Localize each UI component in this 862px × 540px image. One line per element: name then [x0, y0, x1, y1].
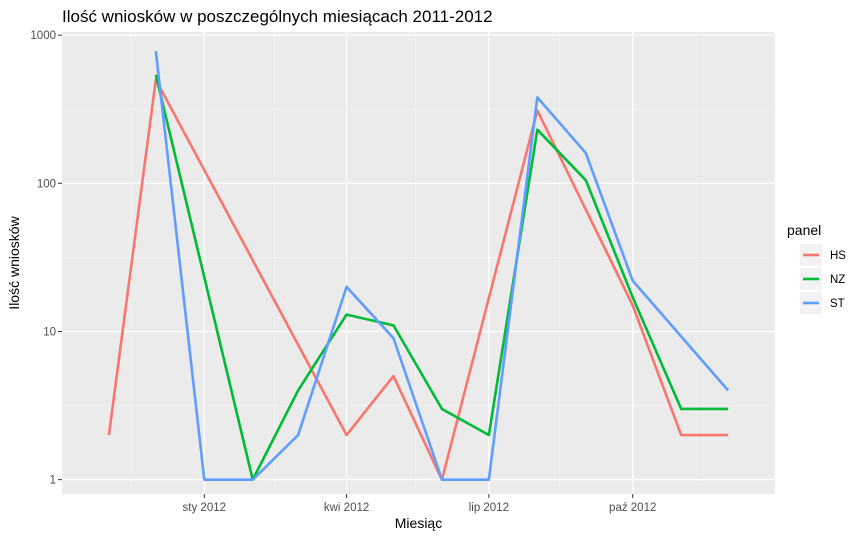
- x-tick-label: sty 2012: [183, 502, 226, 514]
- y-tick-label: 1000: [30, 30, 56, 42]
- series-line-nz: [154, 74, 729, 481]
- legend-label-nz: NZ: [830, 274, 845, 286]
- y-axis-title: Ilość wniosków: [6, 215, 22, 309]
- legend-title: panel: [787, 222, 821, 238]
- x-tick-label: paź 2012: [609, 502, 656, 514]
- y-axis: 1 10 100 1000: [30, 30, 62, 487]
- minor-gridlines: [62, 32, 775, 494]
- legend-label-st: ST: [830, 298, 845, 310]
- y-tick-label: 10: [43, 326, 56, 338]
- x-tick-label: lip 2012: [469, 502, 509, 514]
- legend-label-hs: HS: [830, 250, 846, 262]
- plot-panel: [62, 32, 775, 494]
- series-lines: [107, 50, 730, 481]
- chart-title: Ilość wniosków w poszczególnych miesiąca…: [62, 7, 493, 26]
- x-axis: sty 2012 kwi 2012 lip 2012 paź 2012: [183, 494, 656, 514]
- legend: panel HS NZ ST: [787, 222, 846, 314]
- series-line-st: [154, 50, 730, 481]
- y-tick-label: 100: [37, 178, 56, 190]
- y-tick-label: 1: [50, 475, 56, 487]
- x-tick-label: kwi 2012: [324, 502, 369, 514]
- x-axis-title: Miesiąc: [395, 515, 442, 531]
